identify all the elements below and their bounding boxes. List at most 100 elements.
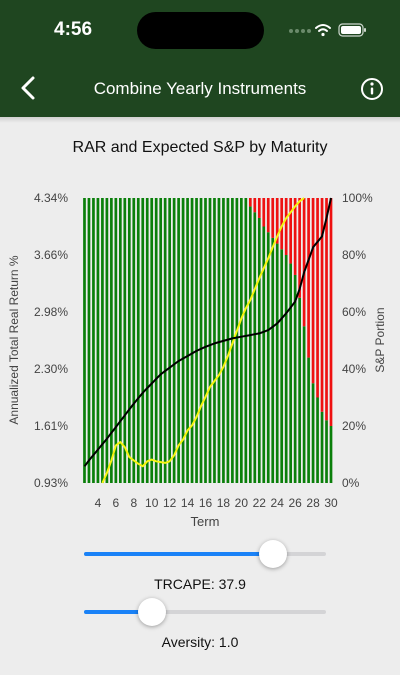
slider-fill [84,552,273,556]
x-tick-label: 12 [163,496,177,510]
line-group [83,197,332,484]
bar-remainder [266,198,270,233]
bar-sp-portion [141,198,145,483]
bar-term-12 [168,198,171,483]
bar-sp-portion [262,226,266,483]
aversity-label: Aversity: 1.0 [161,634,239,650]
page-title: Combine Yearly Instruments [93,79,307,98]
bar-term-6 [114,198,118,483]
x-tick-label: 16 [199,496,213,510]
bar-sp-portion [257,217,261,483]
rar-sp-chart: 4.34%3.66%2.98%2.30%1.61%0.93% 100%80%60… [7,191,387,529]
x-tick-label: 18 [217,496,231,510]
bar-term-21.5 [253,198,257,483]
bar-term-4 [96,198,100,483]
bar-term-8.5 [136,198,140,483]
right-tick-label: 60% [342,305,366,319]
trcape-slider[interactable] [84,539,326,569]
battery-icon [338,23,366,37]
bar-remainder [253,198,257,213]
bar-term-3 [87,198,91,483]
bar-remainder [248,198,252,207]
status-bar: 4:56 [0,0,400,60]
bar-remainder [302,198,306,327]
bar-term-14.5 [190,198,194,483]
left-axis-label: Annualized Total Real Return % [7,255,21,425]
bar-sp-portion [96,198,100,483]
info-icon[interactable] [358,75,386,103]
bar-sp-portion [195,198,198,483]
trcape-label: TRCAPE: 37.9 [154,576,246,592]
bar-sp-portion [132,198,136,483]
bar-sp-portion [253,212,257,483]
bar-sp-portion [248,206,252,484]
cellular-signal-icon [289,29,311,33]
bar-term-14 [186,198,189,483]
bar-sp-portion [101,198,104,483]
bar-term-4.5 [101,198,104,483]
bar-remainder [325,198,328,421]
bar-term-17 [213,198,216,483]
bar-sp-portion [280,249,284,483]
nav-shadow [0,117,400,123]
bar-sp-portion [325,420,328,483]
back-chevron-icon[interactable] [14,73,44,103]
left-tick-label: 1.61% [34,419,68,433]
bar-sp-portion [145,198,149,483]
bar-term-25 [284,198,288,483]
bar-term-17.5 [217,198,221,483]
bar-term-29.5 [325,198,328,483]
bar-sp-portion [307,357,310,483]
bar-sp-portion [190,198,194,483]
bar-term-15 [195,198,198,483]
bar-term-12.5 [172,198,176,483]
bar-sp-portion [177,198,180,483]
bar-sp-portion [159,198,163,483]
slider-thumb[interactable] [137,598,166,626]
bar-term-27 [302,198,306,483]
bar-term-5.5 [110,198,113,483]
bar-remainder [275,198,279,244]
bar-remainder [280,198,284,250]
x-tick-label: 10 [145,496,159,510]
bar-sp-portion [240,198,243,483]
bar-term-13.5 [181,198,185,483]
bar-remainder [298,198,301,298]
x-tick-label: 14 [181,496,195,510]
bar-remainder [311,198,315,384]
aversity-slider[interactable] [84,597,326,627]
bar-remainder [293,198,297,275]
bar-sp-portion [114,198,118,483]
x-axis-ticks: 4 6 8 10 12 14 16 18 20 22 24 26 28 30 [95,496,338,510]
bar-term-22 [257,198,261,483]
bar-sp-portion [298,297,301,483]
bar-term-15.5 [199,198,203,483]
bar-sp-portion [235,198,239,483]
bar-remainder [284,198,288,255]
bar-remainder [307,198,310,358]
right-tick-label: 20% [342,419,366,433]
x-tick-label: 22 [253,496,267,510]
bar-sp-portion [154,198,158,483]
x-tick-label: 6 [113,496,120,510]
bar-sp-portion [217,198,221,483]
right-tick-label: 0% [342,476,360,490]
bar-term-7.5 [127,198,131,483]
bar-term-10 [150,198,154,483]
left-axis-ticks: 4.34% 3.66% 2.98% 2.30% 1.61% 0.93% [34,191,68,490]
bar-sp-portion [293,274,297,483]
bar-sp-portion [172,198,176,483]
bar-sp-portion [136,198,140,483]
slider-thumb[interactable] [258,540,287,568]
bar-term-11 [159,198,163,483]
x-tick-label: 30 [324,496,338,510]
bar-term-9 [141,198,145,483]
status-icons [289,23,366,37]
bar-term-27.5 [307,198,310,483]
bar-sp-portion [186,198,189,483]
bar-term-25.5 [289,198,293,483]
bar-sp-portion [302,326,306,483]
bar-remainder [329,198,333,426]
right-tick-label: 40% [342,362,366,376]
bar-term-16.5 [208,198,212,483]
